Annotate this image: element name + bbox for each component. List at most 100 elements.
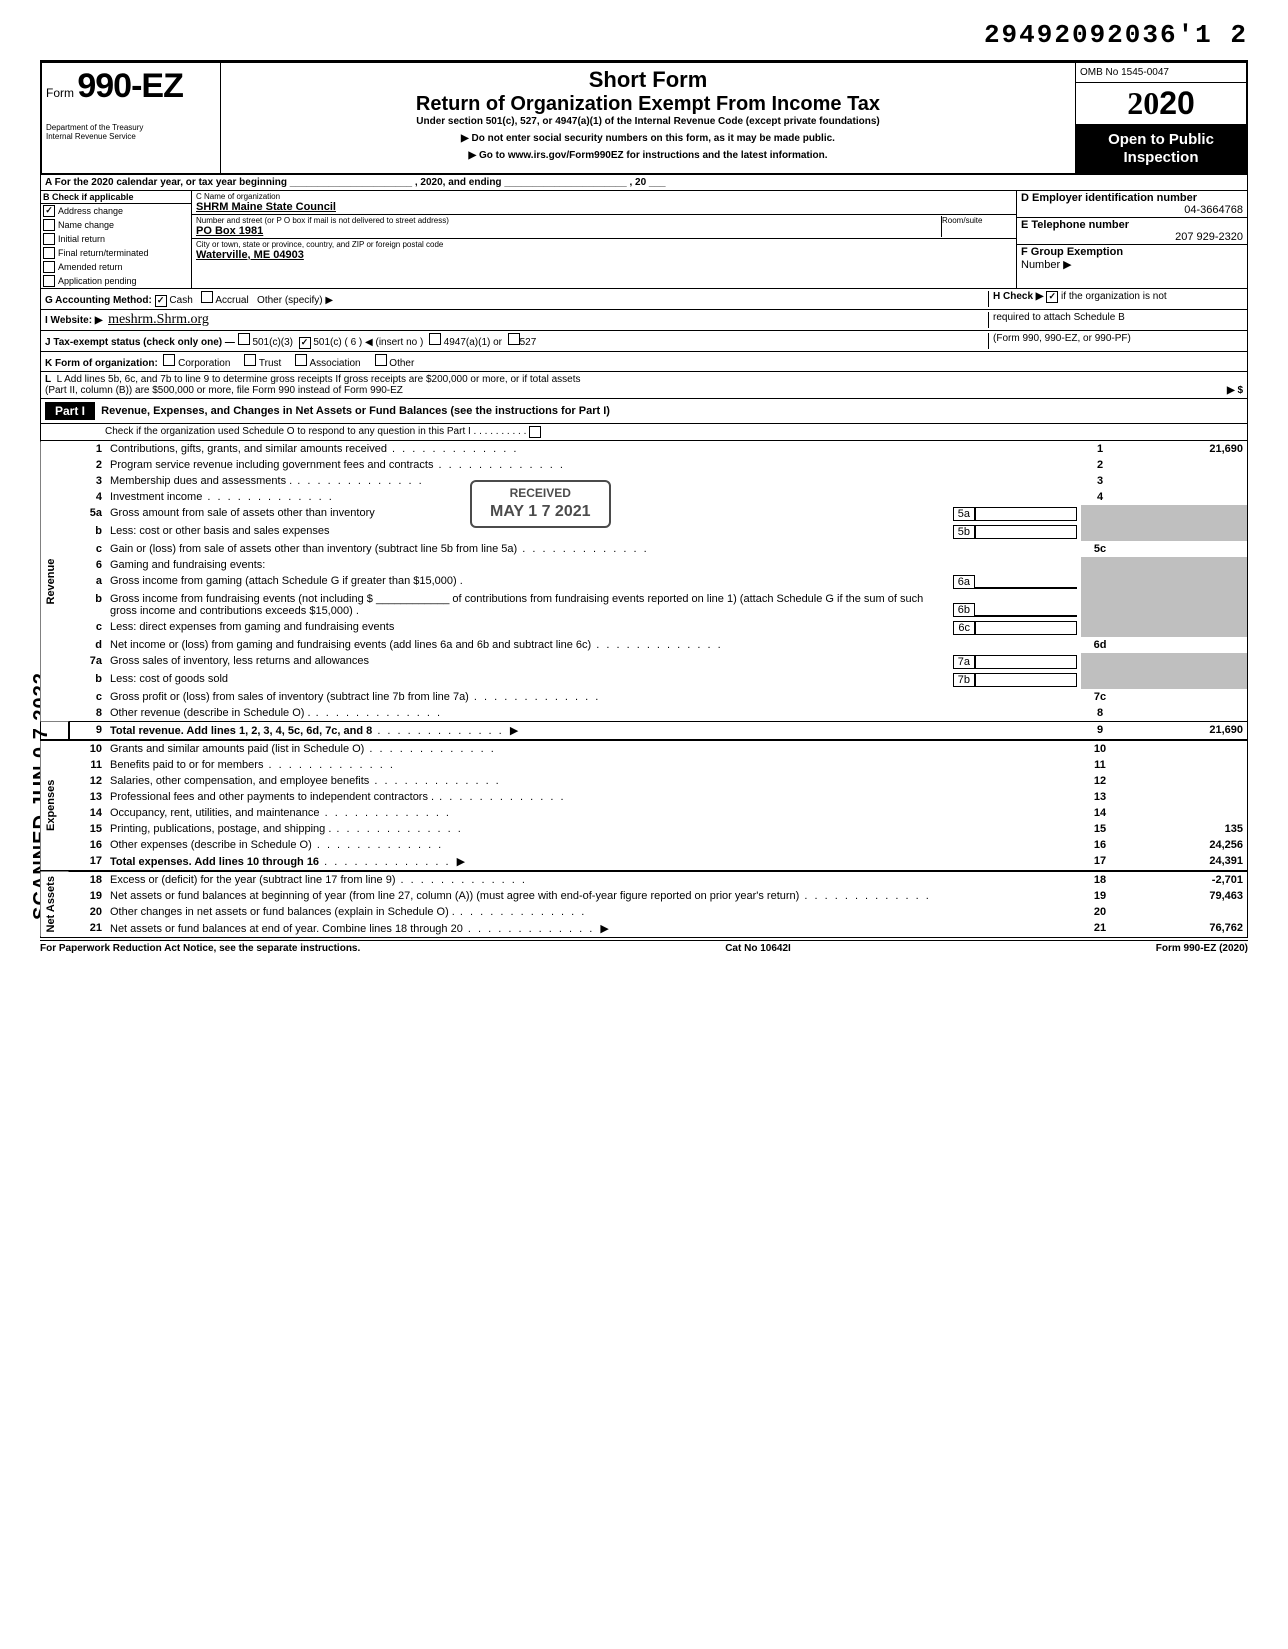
line-11: 11Benefits paid to or for members11	[41, 757, 1248, 773]
check-501c3[interactable]	[238, 333, 250, 345]
line-15: 15Printing, publications, postage, and s…	[41, 821, 1248, 837]
check-accrual[interactable]	[201, 291, 213, 303]
line-6a: aGross income from gaming (attach Schedu…	[41, 573, 1248, 591]
street-label: Number and street (or P O box if mail is…	[196, 216, 941, 225]
val-16: 24,256	[1119, 837, 1248, 853]
check-amended-return[interactable]: Amended return	[41, 260, 191, 274]
part1-label: Part I	[45, 402, 95, 420]
schedule-b-note3: (Form 990, 990-EZ, or 990-PF)	[988, 333, 1243, 349]
row-l-gross-receipts: L L Add lines 5b, 6c, and 7b to line 9 t…	[40, 372, 1248, 399]
line-18: Net Assets 18Excess or (deficit) for the…	[41, 871, 1248, 888]
line-20: 20Other changes in net assets or fund ba…	[41, 904, 1248, 920]
line-5b: bLess: cost or other basis and sales exp…	[41, 523, 1248, 541]
schedule-b-note2: required to attach Schedule B	[988, 312, 1243, 328]
col-b-heading: B Check if applicable	[41, 191, 191, 204]
line-21: 21Net assets or fund balances at end of …	[41, 920, 1248, 938]
line-5c: cGain or (loss) from sale of assets othe…	[41, 541, 1248, 557]
line-8: 8Other revenue (describe in Schedule O) …	[41, 705, 1248, 722]
check-address-change[interactable]: ✓Address change	[41, 204, 191, 218]
line-17: 17Total expenses. Add lines 10 through 1…	[41, 853, 1248, 871]
lines-table: Revenue 1 Contributions, gifts, grants, …	[40, 441, 1248, 938]
subtitle: Under section 501(c), 527, or 4947(a)(1)…	[227, 116, 1069, 127]
check-schedule-o[interactable]	[529, 426, 541, 438]
row-j-tax-status: J Tax-exempt status (check only one) — 5…	[40, 331, 1248, 352]
line-2: 2Program service revenue including gover…	[41, 457, 1248, 473]
open-public: Open to Public Inspection	[1076, 125, 1246, 173]
line-19: 19Net assets or fund balances at beginni…	[41, 888, 1248, 904]
val-19: 79,463	[1119, 888, 1248, 904]
col-c-org-info: C Name of organization SHRM Maine State …	[192, 191, 1016, 288]
note-url: ▶ Go to www.irs.gov/Form990EZ for instru…	[227, 150, 1069, 161]
line-5a: 5aGross amount from sale of assets other…	[41, 505, 1248, 523]
org-name-label: C Name of organization	[196, 192, 1012, 201]
website-value: meshrm.Shrm.org	[108, 312, 209, 327]
check-corporation[interactable]	[163, 354, 175, 366]
check-final-return[interactable]: Final return/terminated	[41, 246, 191, 260]
line-12: 12Salaries, other compensation, and empl…	[41, 773, 1248, 789]
line-9: 9Total revenue. Add lines 1, 2, 3, 4, 5c…	[41, 722, 1248, 741]
group-exemption-number-label: Number ▶	[1021, 259, 1072, 271]
street-value: PO Box 1981	[196, 225, 941, 237]
check-cash[interactable]: ✓	[155, 295, 167, 307]
line-16: 16Other expenses (describe in Schedule O…	[41, 837, 1248, 853]
part1-title: Revenue, Expenses, and Changes in Net As…	[101, 405, 1243, 417]
dept-line2: Internal Revenue Service	[46, 133, 216, 142]
val-18: -2,701	[1119, 871, 1248, 888]
line-6d: dNet income or (loss) from gaming and fu…	[41, 637, 1248, 653]
short-form-title: Short Form	[227, 67, 1069, 93]
line-7a: 7aGross sales of inventory, less returns…	[41, 653, 1248, 671]
val-17: 24,391	[1119, 853, 1248, 871]
line-7b: bLess: cost of goods sold7b	[41, 671, 1248, 689]
check-other-org[interactable]	[375, 354, 387, 366]
footer: For Paperwork Reduction Act Notice, see …	[40, 940, 1248, 954]
line-6b: bGross income from fundraising events (n…	[41, 591, 1248, 619]
val-9: 21,690	[1119, 722, 1248, 741]
col-d-ein: D Employer identification number 04-3664…	[1016, 191, 1247, 288]
ein-label: D Employer identification number	[1021, 192, 1243, 204]
identity-grid: B Check if applicable ✓Address change Na…	[40, 191, 1248, 289]
check-trust[interactable]	[244, 354, 256, 366]
line-13: 13Professional fees and other payments t…	[41, 789, 1248, 805]
check-527[interactable]	[508, 333, 520, 345]
phone-value: 207 929-2320	[1021, 231, 1243, 243]
check-name-change[interactable]: Name change	[41, 218, 191, 232]
val-1: 21,690	[1119, 441, 1248, 457]
note-ssn: ▶ Do not enter social security numbers o…	[227, 133, 1069, 144]
line-14: 14Occupancy, rent, utilities, and mainte…	[41, 805, 1248, 821]
line-3: 3Membership dues and assessments .3	[41, 473, 1248, 489]
city-value: Waterville, ME 04903	[196, 249, 1012, 261]
phone-label: E Telephone number	[1021, 219, 1243, 231]
scan-code: 29492092036'1 2	[40, 20, 1248, 50]
check-application-pending[interactable]: Application pending	[41, 274, 191, 288]
room-label: Room/suite	[942, 216, 1012, 225]
row-k-org-form: K Form of organization: Corporation Trus…	[40, 352, 1248, 372]
side-revenue: Revenue	[41, 441, 70, 722]
form-header: Form 990-EZ Department of the Treasury I…	[40, 60, 1248, 175]
check-schedule-b[interactable]: ✓	[1046, 291, 1058, 303]
group-exemption-label: F Group Exemption	[1021, 246, 1123, 258]
line-4: 4Investment income4	[41, 489, 1248, 505]
check-4947[interactable]	[429, 333, 441, 345]
footer-catno: Cat No 10642I	[725, 943, 791, 954]
line-6c: cLess: direct expenses from gaming and f…	[41, 619, 1248, 637]
omb-number: OMB No 1545-0047	[1076, 63, 1246, 83]
check-association[interactable]	[295, 354, 307, 366]
check-501c[interactable]: ✓	[299, 337, 311, 349]
val-21: 76,762	[1119, 920, 1248, 938]
side-netassets: Net Assets	[41, 871, 70, 938]
org-name: SHRM Maine State Council	[196, 201, 1012, 213]
val-15: 135	[1119, 821, 1248, 837]
part1-header: Part I Revenue, Expenses, and Changes in…	[40, 399, 1248, 424]
form-prefix: Form	[46, 86, 74, 100]
line-10: Expenses 10Grants and similar amounts pa…	[41, 740, 1248, 757]
check-initial-return[interactable]: Initial return	[41, 232, 191, 246]
ein-value: 04-3664768	[1021, 204, 1243, 216]
line-7c: cGross profit or (loss) from sales of in…	[41, 689, 1248, 705]
col-b-checkboxes: B Check if applicable ✓Address change Na…	[41, 191, 192, 288]
form-number: 990-EZ	[77, 67, 183, 105]
line-1: Revenue 1 Contributions, gifts, grants, …	[41, 441, 1248, 457]
footer-paperwork: For Paperwork Reduction Act Notice, see …	[40, 943, 360, 954]
received-stamp: RECEIVED MAY 1 7 2021	[470, 480, 611, 528]
row-g-accounting: G Accounting Method: ✓ Cash Accrual Othe…	[40, 289, 1248, 310]
city-label: City or town, state or province, country…	[196, 240, 1012, 249]
